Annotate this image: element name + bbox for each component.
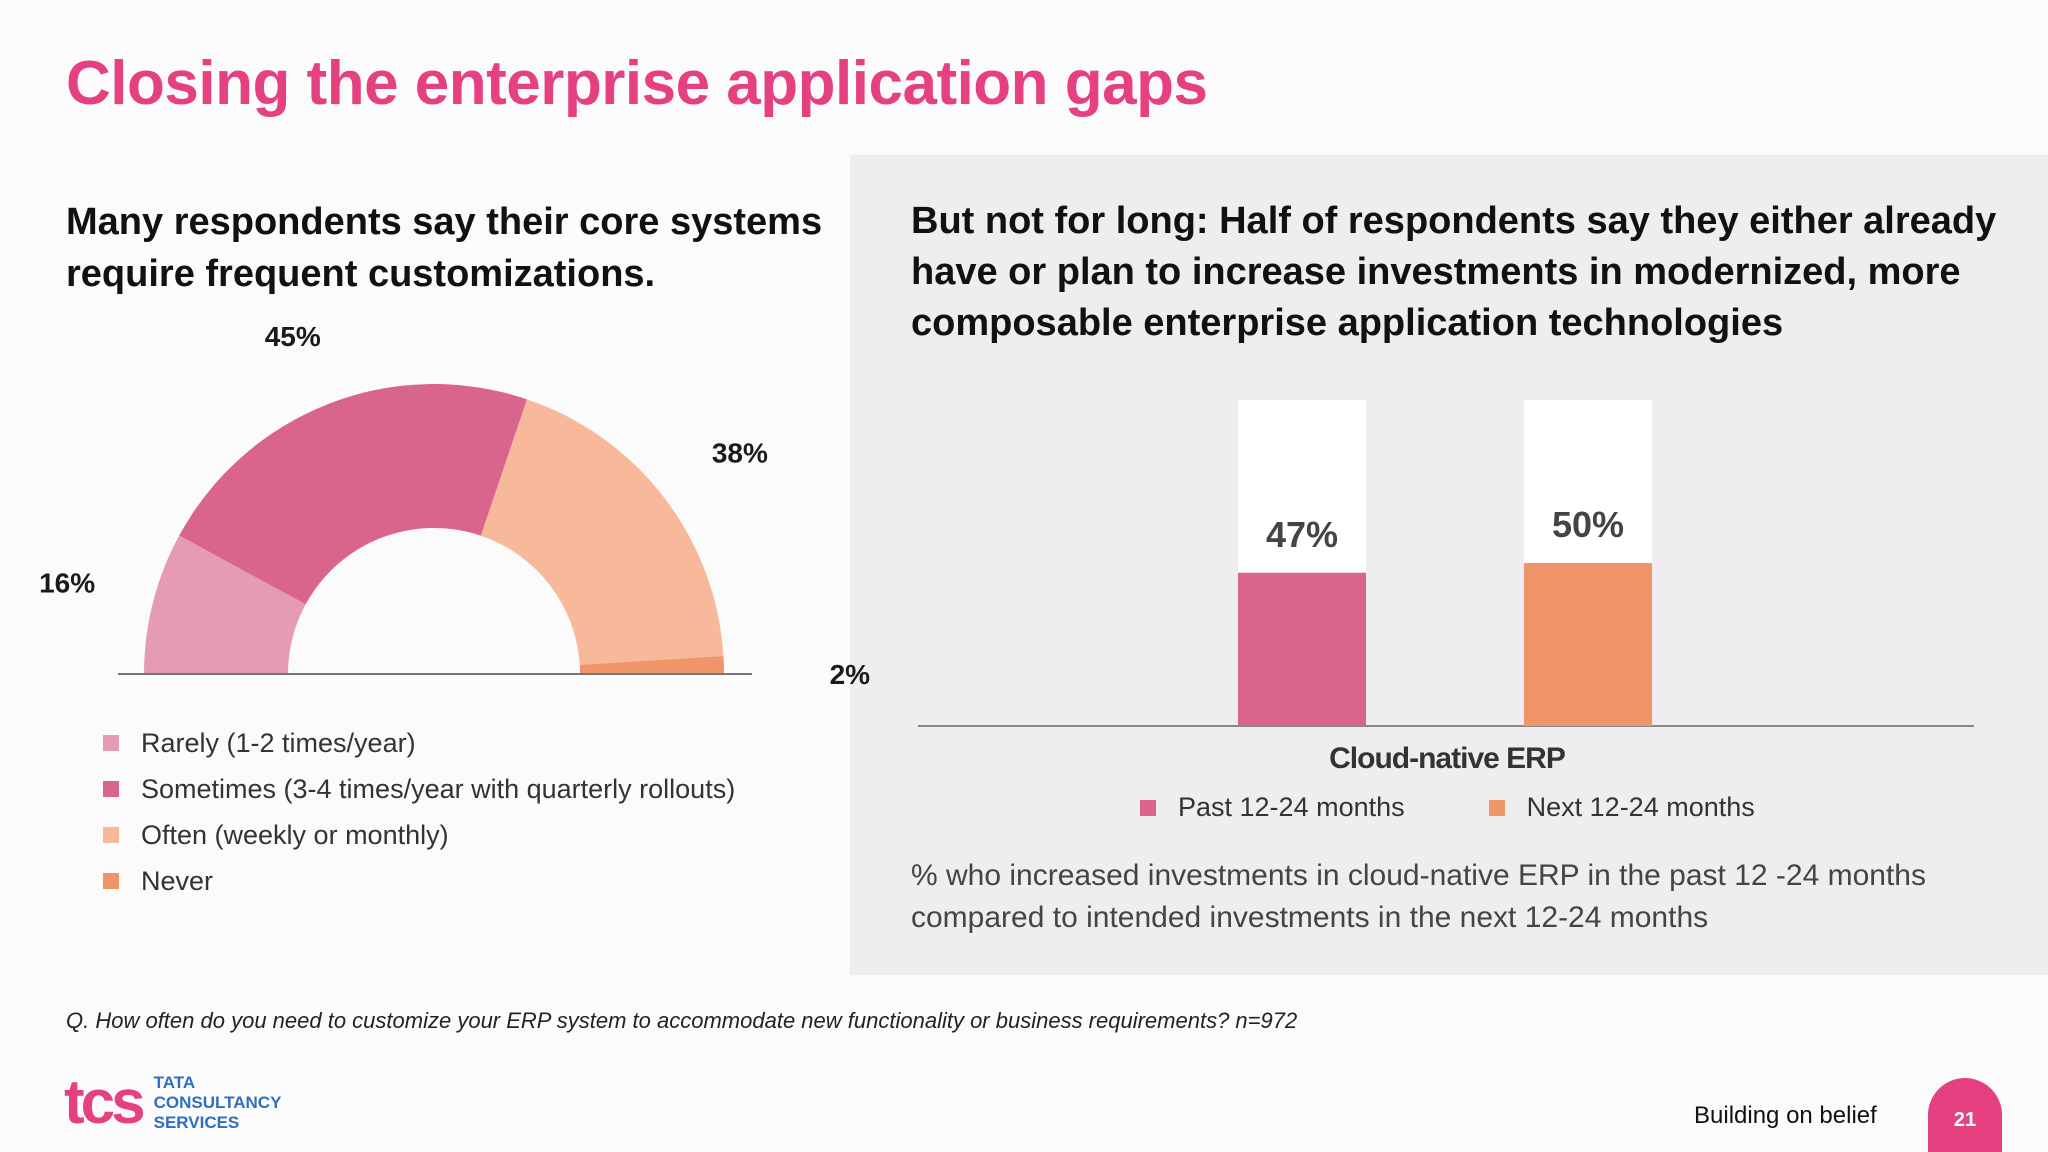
bar-data-label: 50% xyxy=(1552,504,1624,545)
donut-segment xyxy=(579,655,724,674)
donut-legend: Rarely (1-2 times/year) Sometimes (3-4 ti… xyxy=(103,720,735,904)
legend-label: Past 12-24 months xyxy=(1178,792,1405,822)
legend-label: Rarely (1-2 times/year) xyxy=(141,727,416,758)
legend-label: Never xyxy=(141,865,214,896)
legend-label: Often (weekly or monthly) xyxy=(141,819,449,850)
bar xyxy=(1238,572,1366,726)
left-heading: Many respondents say their core systems … xyxy=(66,201,823,295)
tcs-logo: tcs TATA CONSULTANCY SERVICES xyxy=(64,1072,281,1134)
legend-item: Next 12-24 months xyxy=(1488,792,1755,823)
legend-item: Rarely (1-2 times/year) xyxy=(103,720,735,766)
logo-line: TATA xyxy=(153,1073,196,1092)
legend-item: Sometimes (3-4 times/year with quarterly… xyxy=(103,766,735,812)
logo-mark: tcs xyxy=(64,1068,146,1137)
legend-item: Past 12-24 months xyxy=(1140,792,1405,823)
legend-label: Sometimes (3-4 times/year with quarterly… xyxy=(141,773,736,804)
slide-title: Closing the enterprise application gaps xyxy=(66,49,1208,118)
legend-label: Next 12-24 months xyxy=(1526,792,1755,822)
donut-data-label: 2% xyxy=(830,659,871,690)
bar-legend: Past 12-24 months Next 12-24 months xyxy=(1140,792,1839,823)
logo-text: TATA CONSULTANCY SERVICES xyxy=(154,1073,282,1133)
donut-data-label: 38% xyxy=(712,438,768,469)
survey-footnote: Q. How often do you need to customize yo… xyxy=(66,1008,1298,1033)
legend-swatch xyxy=(1488,799,1505,816)
legend-item: Often (weekly or monthly) xyxy=(103,812,735,858)
legend-swatch xyxy=(103,735,119,751)
right-heading: But not for long: Half of respondents sa… xyxy=(911,200,1997,344)
tagline: Building on belief xyxy=(1694,1102,1877,1129)
logo-line: CONSULTANCY xyxy=(153,1093,282,1112)
donut-segment xyxy=(480,399,724,665)
legend-swatch xyxy=(1140,799,1156,816)
bar-axis-category: Cloud-native ERP xyxy=(1329,742,1566,775)
donut-data-label: 16% xyxy=(39,568,95,599)
legend-item: Never xyxy=(103,858,735,904)
bar-note: % who increased investments in cloud-nat… xyxy=(911,859,1926,934)
logo-line: SERVICES xyxy=(153,1113,240,1132)
right-panel xyxy=(850,155,2048,975)
bar xyxy=(1524,563,1652,726)
donut-segment xyxy=(179,384,528,605)
page-number: 21 xyxy=(1928,1078,2002,1152)
legend-swatch xyxy=(103,781,119,797)
donut-data-label: 45% xyxy=(265,321,321,352)
donut-segment xyxy=(144,535,306,674)
legend-swatch xyxy=(103,827,119,843)
bar-data-label: 47% xyxy=(1266,514,1338,555)
legend-swatch xyxy=(103,873,119,889)
